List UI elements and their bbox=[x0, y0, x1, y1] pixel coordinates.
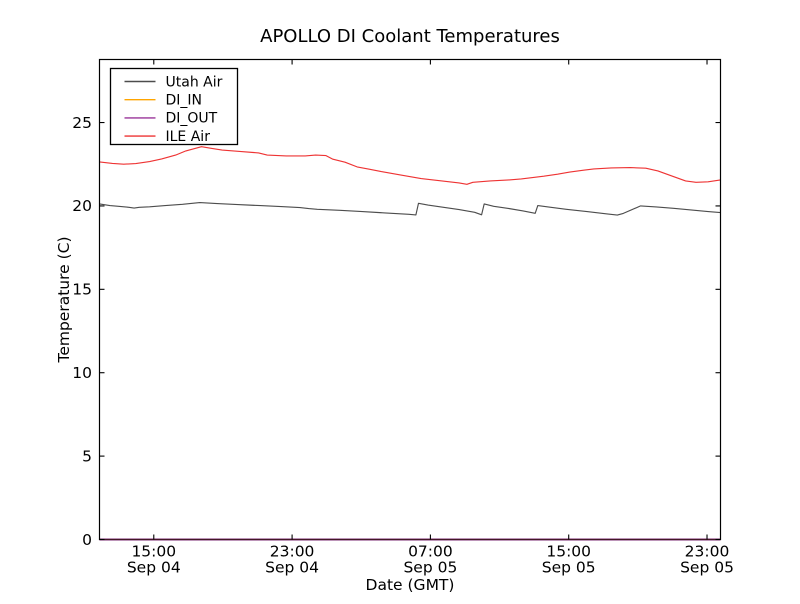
x-tick-date-label: Sep 04 bbox=[127, 559, 181, 577]
x-tick-time-label: 23:00 bbox=[685, 543, 730, 561]
y-axis-label: Temperature (C) bbox=[55, 236, 73, 363]
legend-label: DI_IN bbox=[166, 93, 203, 109]
x-tick-date-label: Sep 05 bbox=[403, 559, 457, 577]
series-line-utah-air bbox=[99, 202, 721, 216]
y-tick-label: 10 bbox=[72, 364, 92, 382]
chart-title: APOLLO DI Coolant Temperatures bbox=[260, 26, 560, 47]
x-tick-time-label: 07:00 bbox=[408, 543, 453, 561]
legend-label: ILE Air bbox=[166, 129, 211, 145]
x-tick-time-label: 23:00 bbox=[270, 543, 315, 561]
x-tick-date-label: Sep 05 bbox=[680, 559, 734, 577]
y-tick-label: 5 bbox=[82, 447, 92, 465]
x-axis-label: Date (GMT) bbox=[366, 576, 455, 594]
legend-label: Utah Air bbox=[166, 74, 223, 90]
y-tick-label: 25 bbox=[72, 114, 92, 132]
legend: Utah Air DI_IN DI_OUT ILE Air bbox=[109, 67, 239, 146]
x-tick-date-label: Sep 04 bbox=[265, 559, 319, 577]
x-tick-date-label: Sep 05 bbox=[542, 559, 596, 577]
y-tick-label: 20 bbox=[72, 197, 92, 215]
y-tick-label: 0 bbox=[82, 531, 92, 549]
y-tick-label: 15 bbox=[72, 281, 92, 299]
legend-label: DI_OUT bbox=[166, 111, 218, 127]
series-layer bbox=[99, 146, 721, 541]
series-line-ile-air bbox=[99, 146, 721, 185]
x-tick-time-label: 15:00 bbox=[546, 543, 591, 561]
x-tick-time-label: 15:00 bbox=[131, 543, 176, 561]
